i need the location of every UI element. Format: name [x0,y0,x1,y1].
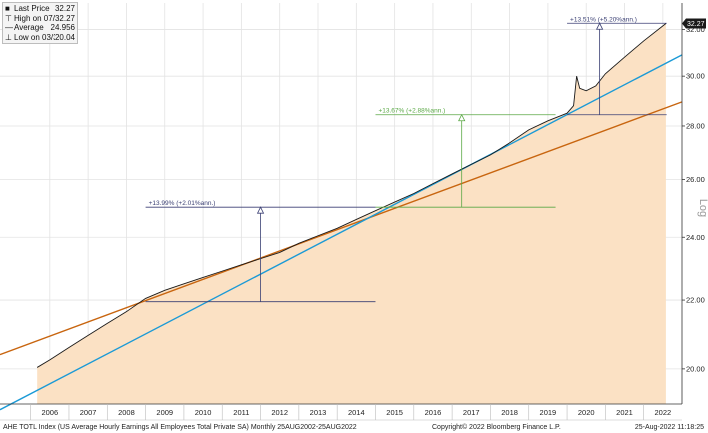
average-line-icon: — [5,23,13,33]
trend-line-orange [0,101,683,356]
footer-copyright: Copyright© 2022 Bloomberg Finance L.P. [432,424,561,431]
annotation-arrow-head-icon [256,206,265,214]
footer-timestamp: 25-Aug-2022 11:18:25 [634,424,704,431]
x-tick-label: 2008 [118,408,135,417]
x-tick-label: 2011 [233,408,249,417]
high-marker-icon: ⊤ [5,13,12,23]
x-tick-label: 2018 [501,408,518,417]
annotation-arrow-head-icon [595,22,604,30]
legend-value: 32.27 [54,13,75,23]
plot-area: +13.99% (+2.01%ann.) +13.67% (+2.88%ann.)… [0,3,683,411]
x-tick-label: 2022 [654,408,671,417]
x-tick-label: 2012 [271,408,288,417]
price-series-line [36,23,667,368]
legend-row-last-price: ■ Last Price 32.27 [5,4,75,14]
trend-line-blue [0,54,683,411]
y-tick-label: 22.00 [686,296,705,305]
x-tick-label: 2015 [386,408,403,417]
x-tick-label: 2006 [41,408,58,417]
annotation-label: +13.99% (+2.01%ann.) [149,200,216,207]
x-tick-label: 2010 [195,408,212,417]
price-area-fill [37,23,666,404]
legend-label: Last Price [14,4,50,13]
legend-label: Low on 03/31/06 [14,32,55,42]
chart-legend: ■ Last Price 32.27 ⊤ High on 07/31/22 32… [2,2,78,45]
annotation-label: +13.51% (+5.20%ann.) [570,16,637,23]
x-tick-label: 2013 [310,408,327,417]
x-tick-label: 2020 [578,408,595,417]
footer-security-description: AHE TOTL Index (US Average Hourly Earnin… [3,424,357,431]
x-tick-label: 2017 [463,408,480,417]
legend-value: 20.04 [54,32,75,42]
x-tick-label: 2009 [156,408,173,417]
last-price-badge [682,18,706,29]
legend-value: 24.956 [50,23,75,33]
legend-label: High on 07/31/22 [14,13,55,23]
legend-value: 32.27 [54,4,75,13]
x-tick-label: 2016 [425,408,442,417]
annotation-arrow-head-icon [458,113,466,122]
annotation-label: +13.67% (+2.88%ann.) [378,108,445,115]
x-tick-label: 2007 [80,408,97,417]
axes: 20.00 22.00 24.00 26.00 28.00 30.00 32.00 Log 32… [0,3,708,421]
change-annotation: +13.67% (+2.88%ann.) [375,108,556,208]
legend-row-high: ⊤ High on 07/31/22 32.27 [5,14,75,24]
y-tick-label: 32.00 [686,25,705,34]
x-tick-label: 2021 [616,408,633,417]
low-marker-icon: ⊥ [5,32,12,42]
y-tick-label: 24.00 [686,233,705,242]
chart-footer: AHE TOTL Index (US Average Hourly Earnin… [0,422,708,433]
last-price-swatch-icon: ■ [5,4,10,13]
y-axis-label: Log [697,199,708,217]
x-tick-label: 2019 [540,408,557,417]
legend-row-average: — Average 24.956 [5,23,75,33]
last-price-value: 32.27 [687,21,705,28]
change-annotation: +13.51% (+5.20%ann.) [567,16,667,116]
y-tick-label: 20.00 [686,364,705,373]
x-tick-label: 2014 [348,408,365,417]
change-annotation: +13.99% (+2.01%ann.) [145,200,376,303]
y-tick-label: 30.00 [686,72,705,81]
y-tick-label: 28.00 [686,121,705,130]
y-tick-label: 26.00 [686,175,705,184]
legend-row-low: ⊥ Low on 03/31/06 20.04 [5,33,75,43]
legend-label: Average [14,23,44,33]
